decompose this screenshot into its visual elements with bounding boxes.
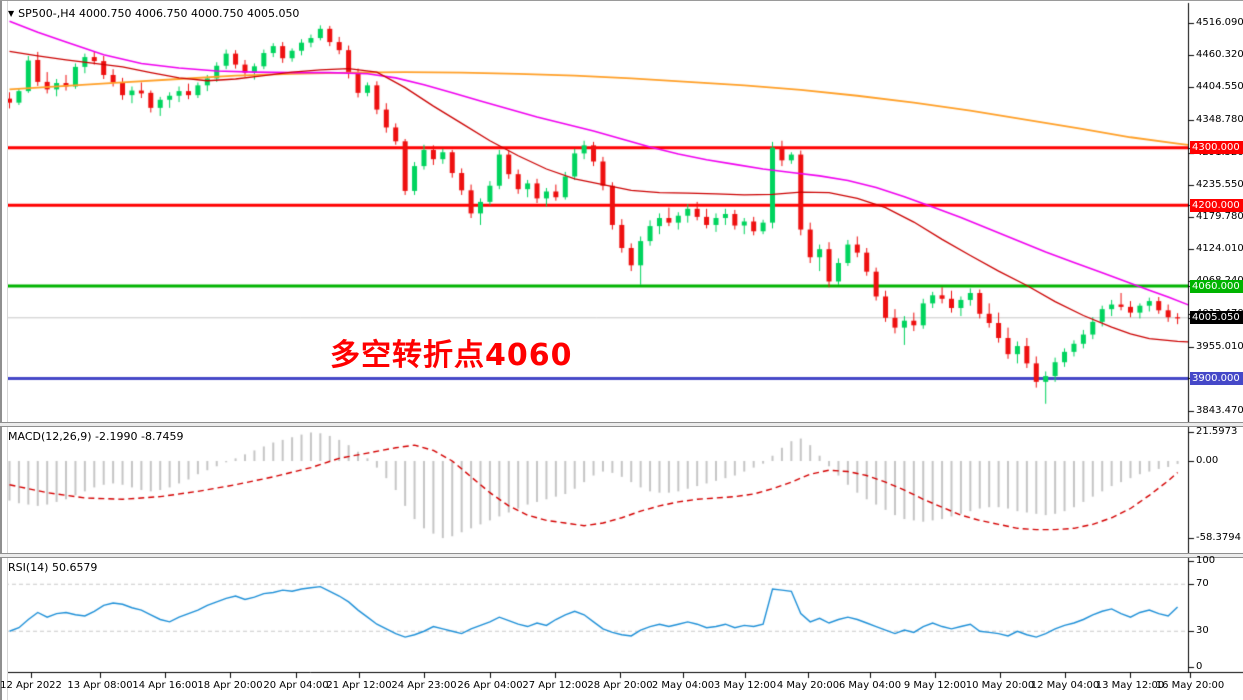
chart-text-annotation[interactable]: 多空转折点4060 — [330, 338, 573, 373]
rsi-tick-label: 100 — [1196, 555, 1216, 566]
time-label: 4 May 20:00 — [776, 680, 840, 691]
time-label: 27 Apr 12:00 — [522, 680, 588, 691]
panel-separator[interactable] — [0, 422, 1243, 427]
chart-title-bar: ▼ SP500-,H4 4000.750 4006.750 4000.750 40… — [8, 7, 299, 20]
panel-separator[interactable] — [0, 553, 1243, 558]
rsi-indicator-label: RSI(14) 50.6579 — [8, 561, 98, 574]
price-tick-label: 4348.780 — [1196, 113, 1243, 125]
price-tick-label: 3843.470 — [1196, 404, 1243, 416]
macd-tick-label: 21.5973 — [1196, 426, 1238, 438]
macd-indicator-label: MACD(12,26,9) -2.1990 -8.7459 — [8, 430, 184, 443]
price-tick-label: 4235.550 — [1196, 178, 1243, 190]
symbol-ohlc-title: SP500-,H4 4000.750 4006.750 4000.750 400… — [18, 7, 300, 20]
price-tag: 3900.000 — [1190, 371, 1243, 385]
time-label: 10 May 20:00 — [965, 680, 1035, 691]
price-tick-label: 3955.010 — [1196, 340, 1243, 352]
price-tick-label: 4516.090 — [1196, 17, 1243, 28]
price-tick-label: 4124.010 — [1196, 243, 1243, 255]
symbol-dropdown-icon[interactable]: ▼ — [8, 9, 15, 18]
time-label: 16 May 20:00 — [1155, 680, 1225, 691]
time-label: 18 Apr 20:00 — [197, 680, 263, 691]
time-label: 12 Apr 2022 — [0, 680, 62, 691]
time-label: 13 Apr 08:00 — [67, 680, 133, 691]
time-label: 21 Apr 12:00 — [326, 680, 392, 691]
time-label: 28 Apr 20:00 — [587, 680, 653, 691]
time-label: 12 May 04:00 — [1030, 680, 1100, 691]
time-label: 20 Apr 04:00 — [263, 680, 329, 691]
time-label: 14 Apr 16:00 — [132, 680, 198, 691]
time-label: 24 Apr 23:00 — [391, 680, 457, 691]
time-label: 9 May 12:00 — [903, 680, 967, 691]
rsi-tick-label: 0 — [1196, 660, 1203, 672]
window-left-border — [0, 1, 8, 700]
time-label: 6 May 04:00 — [838, 680, 902, 691]
price-tag: 4005.050 — [1190, 311, 1243, 325]
price-tick-label: 4179.780 — [1196, 210, 1243, 222]
macd-tick-label: 0.00 — [1196, 455, 1219, 466]
rsi-tick-label: 30 — [1196, 625, 1209, 637]
time-label: 2 May 04:00 — [651, 680, 715, 691]
time-label: 13 May 12:00 — [1095, 680, 1165, 691]
time-label: 26 Apr 04:00 — [457, 680, 523, 691]
time-label: 3 May 12:00 — [713, 680, 777, 691]
price-tick-label: 4460.320 — [1196, 49, 1243, 61]
rsi-tick-label: 70 — [1196, 578, 1209, 590]
price-axis[interactable] — [1189, 1, 1243, 673]
price-tag: 4060.000 — [1190, 279, 1243, 293]
price-tag: 4300.000 — [1190, 141, 1243, 155]
macd-tick-label: -58.3794 — [1196, 532, 1241, 544]
price-tick-label: 4404.550 — [1196, 81, 1243, 93]
price-tag: 4200.000 — [1190, 198, 1243, 212]
